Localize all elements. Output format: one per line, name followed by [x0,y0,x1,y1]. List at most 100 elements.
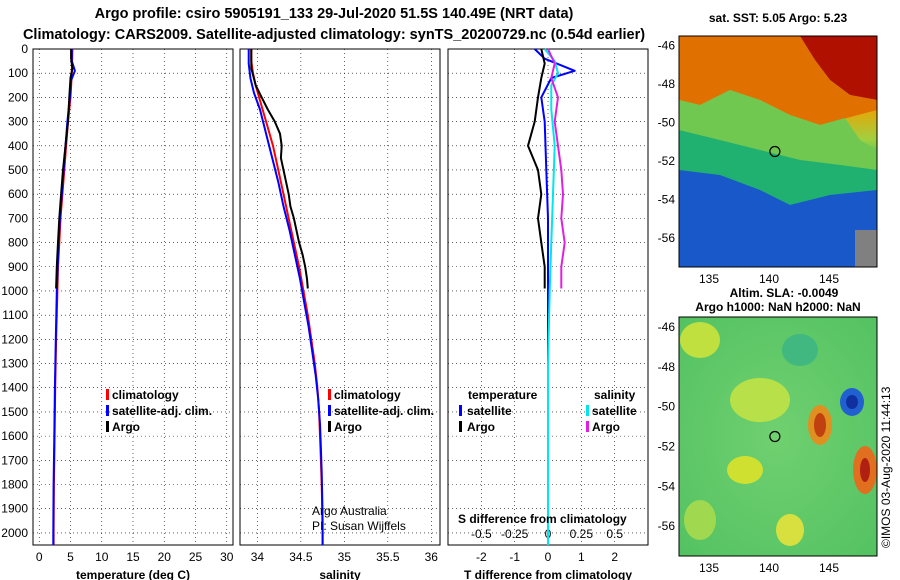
sst-warm-patch [800,36,877,100]
series-line-satellite-adj-clim- [52,49,76,545]
series-line-salinity-satellite [543,48,559,545]
map-lat-tick: -48 [658,360,676,374]
depth-tick-label: 1600 [1,429,28,443]
depth-tick-label: 700 [8,211,28,225]
map-lat-tick: -52 [658,439,676,453]
depth-tick-label: 1000 [1,284,28,298]
x-tick-label: 0 [545,550,552,564]
series-layer [52,48,576,545]
depth-tick-label: 1700 [1,453,28,467]
sst-argo-position-marker [769,145,781,158]
credit-argo-australia: Argo Australia [312,504,387,518]
x-tick-label: -1 [509,550,520,564]
x-tick-label: 35 [338,550,352,564]
sst-map-frame [678,35,878,268]
legend-swatch-t-satellite [459,405,462,416]
x-tick-label: 5 [67,550,74,564]
legend-label-t-argo: Argo [467,420,495,434]
sst-land-mask [855,230,877,267]
plot-title-line2: Climatology: CARS2009. Satellite-adjuste… [22,27,646,43]
map-lat-tick: -56 [658,519,676,533]
legend-swatch-s-argo [586,421,589,432]
sla-patch [776,514,804,546]
difference-xlabel: T difference from climatology [464,568,632,580]
credit-pi: PI: Susan Wijffels [312,519,406,533]
s-diff-tick-label: -0.5 [471,527,492,541]
s-difference-title: S difference from climatology [458,512,627,526]
legend-label-t-satellite: satellite [467,404,512,418]
map-lat-tick: -46 [658,39,676,53]
map-lon-tick: 145 [819,561,839,575]
series-line-argo [250,49,309,289]
sst-map-title: sat. SST: 5.05 Argo: 5.23 [709,11,848,25]
x-tick-label: 10 [95,550,109,564]
depth-tick-label: 900 [8,260,28,274]
depth-tick-label: 300 [8,115,28,129]
s-diff-tick-label: -0.25 [501,527,529,541]
map-lon-tick: 140 [759,561,779,575]
map-lat-tick: -46 [658,320,676,334]
sla-patch [814,413,826,437]
legend-swatch-argo [106,421,109,432]
depth-tick-label: 800 [8,236,28,250]
depth-tick-label: 200 [8,90,28,104]
sst-map [679,36,877,267]
x-tick-label: 2 [611,550,618,564]
sla-map-frame [678,316,878,557]
s-diff-tick-label: 0.5 [606,527,623,541]
sla-patch [684,500,716,540]
sst-orange-band [679,36,877,125]
x-tick-label: 20 [158,550,172,564]
x-tick-label: 1 [578,550,585,564]
depth-tick-label: 1400 [1,381,28,395]
legend-swatch-s-satellite [586,405,589,416]
sla-map-title-1: Altim. SLA: -0.0049 [730,286,839,300]
tick-labels: 0 5 10 15 20 25 30 34 34.5 35 35.5 36 -2 -1 0 1 20100200… [1,42,623,564]
legend-label-s-satellite: satellite [592,404,637,418]
x-tick-label: 25 [189,550,203,564]
legend-label-climatology: climatology [334,388,401,402]
map-tick-labels: 135 140 145 -46 -48 -50 -52 -54 -56 135 140 145 -46 -… [658,39,840,575]
map-lat-tick: -54 [658,193,676,207]
salinity-xlabel: salinity [319,568,361,580]
series-line-satellite-adj-clim- [247,49,324,545]
x-tick-label: 34 [251,550,265,564]
depth-tick-label: 100 [8,66,28,80]
legend-swatch-t-argo [459,421,462,432]
map-lat-tick: -50 [658,116,676,130]
depth-tick-label: 1500 [1,405,28,419]
legend-label-s-argo: Argo [592,420,620,434]
sla-patch [782,334,818,366]
plot-title-line1: Argo profile: csiro 5905191_133 29-Jul-2… [94,6,574,22]
depth-tick-label: 400 [8,139,28,153]
depth-tick-label: 1300 [1,357,28,371]
series-line-salinity-argo [547,48,566,289]
x-tick-label: 0 [36,550,43,564]
sst-teal-band [679,130,877,205]
salinity-legend: climatology satellite-adj. clim. Argo [328,388,434,434]
map-lon-tick: 140 [759,272,779,286]
sla-patch [727,456,763,484]
depth-tick-label: 2000 [1,526,28,540]
legend-swatch-climatology [328,389,331,400]
map-lat-tick: -54 [658,479,676,493]
series-line-argo [55,49,74,289]
legend-label-satellite: satellite-adj. clim. [334,404,434,418]
map-lat-tick: -52 [658,154,676,168]
x-tick-label: -2 [476,550,487,564]
temperature-legend: climatology satellite-adj. clim. Argo [106,388,212,434]
temperature-xlabel: temperature (deg C) [76,568,190,580]
map-lat-tick: -50 [658,400,676,414]
depth-tick-label: 1800 [1,478,28,492]
map-lon-tick: 135 [699,272,719,286]
sst-green-band [679,90,877,170]
x-tick-label: 34.5 [289,550,313,564]
depth-tick-label: 1100 [2,308,28,322]
imos-stamp: ©IMOS 03-Aug-2020 11:44:13 [879,386,893,548]
depth-tick-label: 0 [21,42,28,56]
salinity-panel-frame [239,48,441,546]
legend-head-salinity: salinity [594,388,636,402]
sla-patch [680,322,720,358]
legend-label-argo: Argo [334,420,362,434]
